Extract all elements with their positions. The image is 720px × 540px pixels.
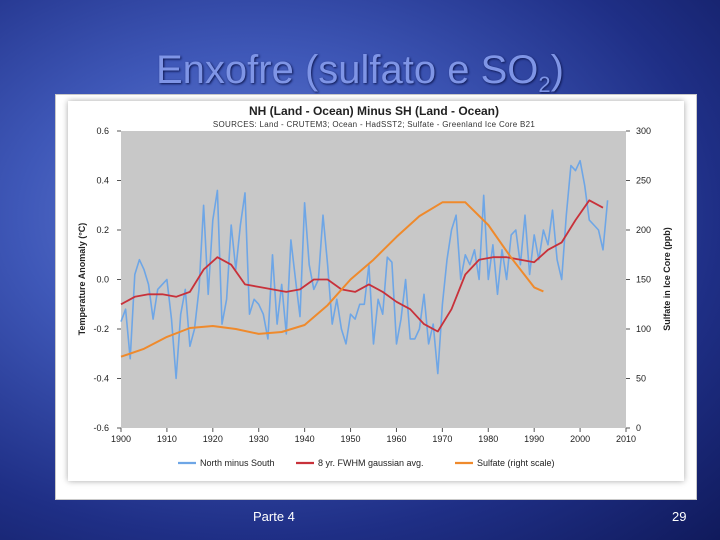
- north-minus-south-line: [120, 159, 609, 380]
- x-tick-label: 1950: [341, 434, 361, 444]
- x-tick-label: 1960: [386, 434, 406, 444]
- chart-subtitle: SOURCES: Land - CRUTEM3; Ocean - HadSST2…: [213, 120, 536, 129]
- gaussian-average-line: [120, 199, 604, 333]
- y2-tick-label: 50: [636, 374, 646, 384]
- legend-entry: 8 yr. FWHM gaussian avg.: [318, 458, 424, 468]
- y-tick-label: -0.6: [93, 423, 109, 433]
- x-tick-label: 1910: [157, 434, 177, 444]
- x-tick-label: 1920: [203, 434, 223, 444]
- x-tick-label: 1930: [249, 434, 269, 444]
- y2-tick-label: 250: [636, 176, 651, 186]
- chart-frame: NH (Land - Ocean) Minus SH (Land - Ocean…: [68, 101, 684, 481]
- page-number: 29: [672, 509, 687, 524]
- x-tick-label: 1970: [432, 434, 452, 444]
- slide-title-subscript: 2: [538, 72, 551, 97]
- y-tick-label: 0.6: [96, 126, 109, 136]
- x-tick-label: 1980: [478, 434, 498, 444]
- legend-entry: Sulfate (right scale): [477, 458, 555, 468]
- y-tick-label: 0.4: [96, 176, 109, 186]
- x-tick-label: 1900: [111, 434, 131, 444]
- slide-title: Enxofre (sulfato e SO2): [0, 48, 720, 98]
- legend-entry: North minus South: [200, 458, 275, 468]
- chart-title: NH (Land - Ocean) Minus SH (Land - Ocean…: [249, 104, 499, 118]
- y2-tick-label: 150: [636, 275, 651, 285]
- y-tick-label: -0.4: [93, 374, 109, 384]
- y2-axis-label: Sulfate in Ice Core (ppb): [662, 227, 672, 331]
- slide-title-text: Enxofre (sulfato e SO: [156, 48, 539, 92]
- y2-tick-label: 100: [636, 324, 651, 334]
- chart-panel: NH (Land - Ocean) Minus SH (Land - Ocean…: [55, 94, 697, 500]
- y2-tick-label: 300: [636, 126, 651, 136]
- y2-tick-label: 0: [636, 423, 641, 433]
- y-tick-label: 0.0: [96, 275, 109, 285]
- y-tick-label: 0.2: [96, 225, 109, 235]
- plot-area: [121, 131, 626, 428]
- sulfate-line: [120, 201, 544, 358]
- x-tick-label: 2000: [570, 434, 590, 444]
- y2-tick-label: 200: [636, 225, 651, 235]
- slide-title-close: ): [550, 48, 564, 92]
- footer-label: Parte 4: [253, 509, 295, 524]
- y-tick-label: -0.2: [93, 324, 109, 334]
- x-tick-label: 1990: [524, 434, 544, 444]
- x-tick-label: 1940: [295, 434, 315, 444]
- temperature-sulfate-chart: NH (Land - Ocean) Minus SH (Land - Ocean…: [77, 104, 672, 468]
- x-tick-label: 2010: [616, 434, 636, 444]
- y-axis-label: Temperature Anomaly (°C): [77, 223, 87, 336]
